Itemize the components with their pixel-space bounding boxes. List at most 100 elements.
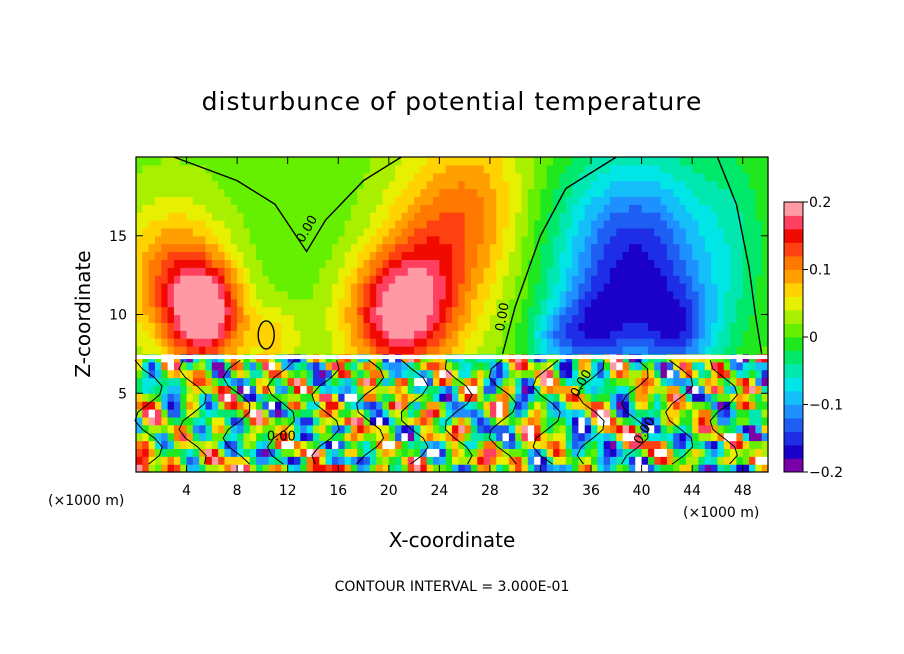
heatmap-cell: [730, 306, 737, 316]
heatmap-cell: [414, 306, 421, 316]
heatmap-cell: [584, 322, 592, 331]
heatmap-cell: [357, 298, 365, 308]
heatmap-cell: [192, 212, 200, 221]
heatmap-cell: [148, 188, 156, 197]
heatmap-cell: [161, 393, 169, 402]
heatmap-cell: [395, 338, 403, 347]
heatmap-cell: [262, 338, 270, 347]
heatmap-cell: [136, 346, 143, 355]
heatmap-cell: [445, 440, 453, 449]
heatmap-cell: [281, 220, 289, 229]
heatmap-cell: [641, 432, 649, 442]
heatmap-cell: [249, 180, 257, 190]
heatmap-cell: [199, 369, 207, 379]
heatmap-cell: [180, 164, 188, 174]
heatmap-cell: [249, 377, 257, 386]
heatmap-cell: [755, 440, 763, 449]
heatmap-cell: [281, 164, 289, 174]
heatmap-cell: [483, 227, 491, 237]
heatmap-cell: [148, 416, 156, 426]
heatmap-cell: [723, 290, 731, 300]
heatmap-cell: [711, 314, 719, 323]
heatmap-cell: [363, 267, 371, 276]
heatmap-cell: [572, 298, 579, 308]
heatmap-cell: [546, 164, 554, 174]
heatmap-cell: [622, 416, 630, 426]
heatmap-cell: [559, 369, 567, 379]
heatmap-cell: [224, 275, 232, 284]
heatmap-cell: [382, 306, 390, 316]
heatmap-cell: [730, 424, 737, 434]
heatmap-cell: [534, 220, 542, 229]
heatmap-cell: [546, 251, 554, 260]
heatmap-cell: [565, 283, 573, 292]
heatmap-cell: [755, 204, 763, 213]
heatmap-cell: [256, 432, 263, 442]
heatmap-cell: [597, 212, 605, 221]
heatmap-cell: [647, 188, 655, 197]
heatmap-cell: [268, 314, 276, 323]
heatmap-cell: [628, 401, 636, 410]
heatmap-cell: [685, 393, 693, 402]
heatmap-cell: [350, 259, 358, 268]
heatmap-cell: [591, 188, 598, 197]
heatmap-cell: [173, 385, 181, 394]
heatmap-cell: [603, 432, 611, 442]
heatmap-cell: [565, 298, 573, 308]
heatmap-cell: [275, 251, 282, 260]
heatmap-cell: [382, 424, 390, 434]
heatmap-cell: [483, 243, 491, 253]
heatmap-cell: [622, 377, 630, 386]
heatmap-cell: [730, 259, 737, 268]
heatmap-cell: [186, 188, 194, 197]
heatmap-cell: [502, 267, 510, 276]
heatmap-cell: [755, 464, 763, 473]
heatmap-cell: [161, 157, 169, 166]
heatmap-cell: [559, 456, 567, 465]
heatmap-cell: [230, 330, 238, 339]
heatmap-cell: [584, 298, 592, 308]
heatmap-cell: [622, 385, 630, 394]
heatmap-cell: [338, 212, 346, 221]
heatmap-cell: [685, 314, 693, 323]
heatmap-cell: [508, 235, 516, 245]
heatmap-cell: [508, 259, 516, 268]
heatmap-cell: [477, 212, 485, 221]
heatmap-cell: [230, 432, 238, 442]
heatmap-cell: [698, 322, 706, 331]
heatmap-cell: [679, 298, 687, 308]
heatmap-cell: [142, 172, 150, 182]
heatmap-cell: [603, 306, 611, 316]
heatmap-cell: [205, 196, 213, 205]
heatmap-cell: [496, 212, 504, 221]
heatmap-cell: [736, 267, 744, 276]
heatmap-cell: [730, 330, 737, 339]
heatmap-cell: [369, 180, 377, 190]
heatmap-cell: [369, 440, 377, 449]
heatmap-cell: [666, 172, 674, 182]
heatmap-cell: [546, 424, 554, 434]
heatmap-cell: [489, 448, 497, 457]
heatmap-cell: [173, 409, 181, 418]
heatmap-cell: [654, 314, 662, 323]
heatmap-cell: [136, 157, 143, 166]
heatmap-cell: [256, 243, 263, 253]
heatmap-cell: [401, 188, 409, 197]
colorbar-swatch: [784, 310, 803, 324]
heatmap-cell: [736, 243, 744, 253]
heatmap-cell: [515, 432, 523, 442]
heatmap-cell: [572, 267, 579, 276]
heatmap-cell: [420, 204, 428, 213]
heatmap-cell: [736, 369, 744, 379]
heatmap-cell: [249, 267, 257, 276]
heatmap-cell: [357, 416, 365, 426]
heatmap-cell: [268, 456, 276, 465]
heatmap-cell: [628, 424, 636, 434]
heatmap-cell: [275, 164, 282, 174]
heatmap-cell: [698, 243, 706, 253]
heatmap-cell: [148, 377, 156, 386]
heatmap-cell: [483, 338, 491, 347]
heatmap-cell: [685, 212, 693, 221]
heatmap-cell: [243, 401, 251, 410]
heatmap-cell: [635, 212, 643, 221]
